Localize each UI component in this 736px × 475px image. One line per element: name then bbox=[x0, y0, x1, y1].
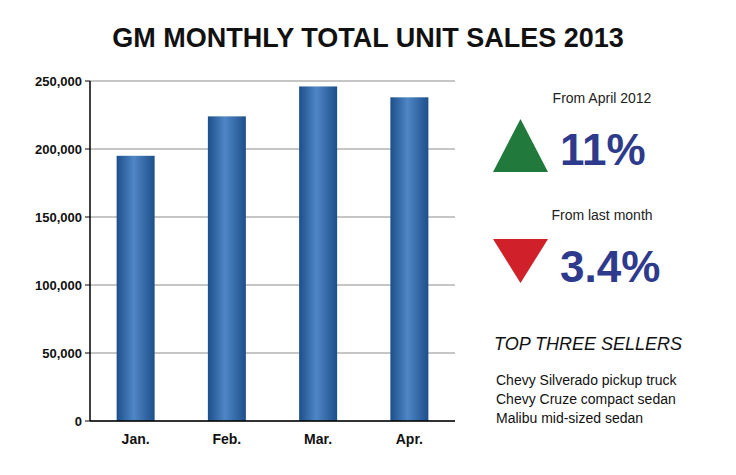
x-tick-label: Feb. bbox=[212, 431, 241, 447]
top-seller-item: Malibu mid-sized sedan bbox=[496, 410, 643, 426]
y-tick-label: 50,000 bbox=[42, 346, 82, 361]
top-seller-item: Chevy Cruze compact sedan bbox=[496, 391, 676, 407]
x-tick-label: Apr. bbox=[396, 431, 423, 447]
y-tick-label: 0 bbox=[75, 414, 82, 429]
chart: GM MONTHLY TOTAL UNIT SALES 2013 0 50,000 1… bbox=[0, 0, 736, 475]
bar bbox=[299, 86, 337, 421]
y-tick-label: 200,000 bbox=[35, 142, 82, 157]
y-axis bbox=[89, 81, 91, 421]
annotation-caption: From last month bbox=[551, 207, 652, 223]
top-sellers-title: TOP THREE SELLERS bbox=[494, 334, 682, 354]
annotation-caption: From April 2012 bbox=[553, 90, 652, 106]
y-tick-label: 100,000 bbox=[35, 278, 82, 293]
grid-line bbox=[90, 81, 455, 82]
bar bbox=[208, 116, 246, 421]
x-tick-label: Mar. bbox=[304, 431, 332, 447]
annotation-triangle bbox=[493, 239, 548, 283]
title: GM MONTHLY TOTAL UNIT SALES 2013 bbox=[112, 23, 624, 53]
y-tick-label: 150,000 bbox=[35, 210, 82, 225]
bars bbox=[117, 86, 429, 421]
x-axis bbox=[90, 420, 455, 422]
y-tick-label: 250,000 bbox=[35, 74, 82, 89]
annotation-value: 11% bbox=[560, 125, 646, 174]
x-tick-label: Jan. bbox=[122, 431, 150, 447]
grid-line bbox=[90, 421, 455, 422]
annotation-triangle bbox=[493, 119, 548, 172]
bar bbox=[390, 97, 428, 421]
top-seller-item: Chevy Silverado pickup truck bbox=[496, 372, 678, 388]
annotation-value: 3.4% bbox=[560, 242, 660, 291]
bar bbox=[117, 156, 155, 421]
